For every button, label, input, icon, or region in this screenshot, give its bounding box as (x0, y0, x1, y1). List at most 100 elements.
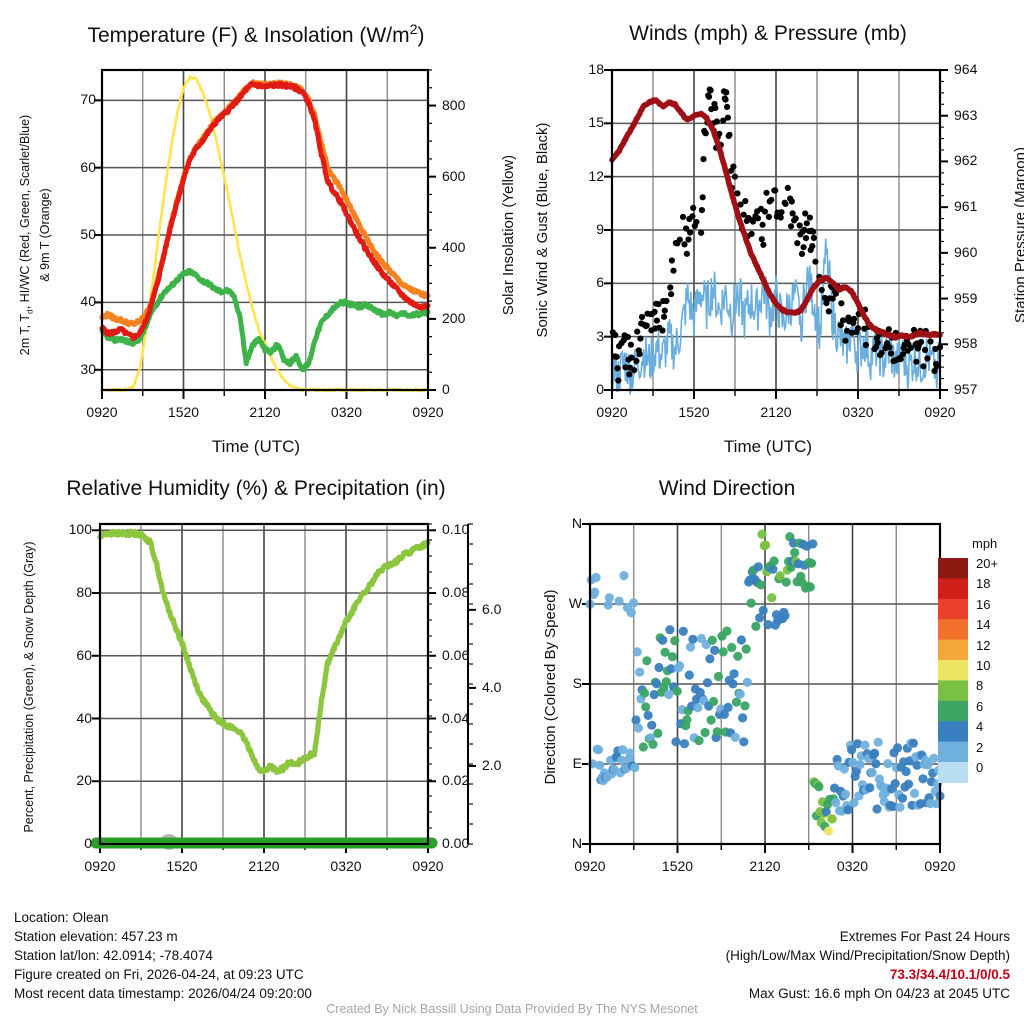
extremes-max-gust: Max Gust: 16.6 mph On 04/23 at 2045 UTC (748, 986, 1010, 1001)
ytick-pressure: 963 (954, 106, 978, 123)
xtick-time: 1520 (661, 858, 694, 874)
ytick-precipitation: 0.06 (442, 646, 470, 663)
ytick-humidity: 0 (84, 835, 92, 851)
ytick-wind: 9 (596, 221, 604, 237)
xtick-time: 0920 (412, 404, 444, 420)
info-timestamp: Most recent data timestamp: 2026/04/24 0… (14, 986, 312, 1001)
ytick-precipitation: 0.04 (442, 709, 470, 726)
plot-area-humidity (90, 522, 476, 853)
colorbar-label: 10 (976, 658, 991, 673)
colorbar-label: 18 (976, 576, 991, 592)
ytick-insolation: 400 (442, 238, 466, 255)
colorbar-label: 2 (976, 739, 984, 755)
xtick-time: 0920 (574, 858, 606, 874)
colorbar-label: 6 (976, 698, 984, 714)
ytick-pressure: 964 (954, 61, 978, 77)
ytick-wind: 6 (596, 274, 604, 291)
chart-title-winds: Winds (mph) & Pressure (mb) (629, 22, 907, 45)
colorbar-swatches (938, 558, 968, 783)
xaxis-label-time-1: Time (UTC) (211, 437, 301, 456)
ytick-insolation: 800 (442, 96, 466, 113)
colorbar-label: 16 (976, 596, 991, 612)
xtick-time: 0320 (330, 858, 362, 874)
xtick-time: 0920 (596, 404, 628, 420)
ytick-direction: S (572, 675, 582, 691)
extremes-heading: Extremes For Past 24 Hours (839, 929, 1010, 944)
ytick-insolation: 0 (442, 381, 450, 397)
ytick-direction: W (568, 595, 582, 611)
ytick-precipitation: 0.10 (442, 521, 470, 538)
chart-humidity-precipitation: Relative Humidity (%) & Precipitation (i… (0, 462, 512, 904)
extremes-subheading: (High/Low/Max Wind/Precipitation/Snow De… (725, 948, 1010, 963)
ytick-humidity: 80 (76, 584, 92, 601)
ytick-insolation: 600 (442, 167, 466, 184)
xtick-time: 1520 (167, 404, 200, 420)
colorbar-label: 8 (976, 678, 984, 694)
ytick-humidity: 20 (76, 772, 92, 789)
ytick-pressure: 958 (954, 335, 978, 352)
station-info-block: Location: Olean Station elevation: 457.2… (14, 908, 312, 1003)
xtick-time: 2120 (248, 858, 280, 874)
xtick-time: 0320 (836, 858, 869, 874)
ytick-pressure: 959 (954, 289, 978, 306)
ytick-wind: 0 (596, 381, 604, 397)
xtick-time: 0320 (330, 404, 363, 420)
extremes-block: Extremes For Past 24 Hours (High/Low/Max… (726, 927, 1010, 1003)
xtick-time: 0920 (84, 858, 116, 874)
ytick-temperature: 30 (80, 360, 96, 377)
xtick-time: 2120 (749, 858, 781, 874)
xtick-time: 2120 (249, 404, 281, 420)
ytick-temperature: 40 (80, 293, 96, 310)
ytick-humidity: 40 (76, 709, 92, 726)
info-elevation: Station elevation: 457.23 m (14, 929, 178, 944)
ytick-insolation: 200 (442, 309, 466, 326)
ytick-precipitation: 0.08 (442, 584, 470, 601)
ytick-snow-depth: 2.0 (482, 756, 502, 773)
ytick-temperature: 60 (80, 158, 96, 175)
xtick-time: 1520 (678, 404, 710, 420)
ytick-humidity: 100 (68, 521, 92, 538)
ytick-pressure: 957 (954, 381, 978, 397)
colorbar-label: 12 (976, 637, 991, 653)
ytick-direction: N (571, 515, 582, 531)
xtick-time: 2120 (760, 404, 792, 420)
xaxis-label-time-2: Time (UTC) (723, 437, 813, 456)
plot-area-wind-direction (582, 522, 945, 853)
info-created: Figure created on Fri, 2026-04-24, at 09… (14, 967, 304, 982)
ytick-direction: N (571, 835, 582, 851)
ytick-temperature: 50 (80, 226, 96, 243)
ytick-direction: E (572, 755, 582, 771)
plot-area-temperature (94, 68, 436, 399)
chart-title-humidity: Relative Humidity (%) & Precipitation (i… (66, 477, 446, 500)
ytick-precipitation: 0.02 (442, 772, 470, 789)
xtick-time: 1520 (166, 858, 198, 874)
xtick-time: 0320 (842, 404, 874, 420)
info-latlon: Station lat/lon: 42.0914; -78.4074 (14, 948, 213, 963)
info-location: Location: Olean (14, 910, 109, 925)
ytick-pressure: 961 (954, 198, 978, 215)
figure-credit: Created By Nick Bassill Using Data Provi… (326, 1002, 698, 1016)
ytick-humidity: 60 (76, 646, 92, 663)
xtick-time: 0920 (412, 858, 444, 874)
xtick-time: 0920 (86, 404, 118, 420)
chart-title-temperature: Temperature (F) & Insolation (W/m2) (87, 22, 425, 47)
ytick-temperature: 70 (80, 91, 96, 108)
ytick-wind: 3 (596, 327, 604, 344)
ytick-wind: 15 (588, 114, 604, 131)
ytick-pressure: 960 (954, 243, 978, 260)
colorbar-label: 14 (976, 617, 991, 633)
chart-temperature-insolation: Temperature (F) & Insolation (W/m2) 2m T… (0, 0, 517, 462)
colorbar-label: 4 (976, 719, 984, 735)
ytick-snow-depth: 4.0 (482, 678, 502, 695)
chart-winds-pressure: Winds (mph) & Pressure (mb) Sonic Wind &… (512, 0, 1024, 462)
xtick-time: 0920 (924, 404, 956, 420)
colorbar-label: 0 (976, 760, 984, 775)
colorbar-label: 20+ (976, 556, 999, 571)
chart-title-wind-direction: Wind Direction (658, 477, 796, 500)
ytick-wind: 12 (588, 167, 604, 184)
ytick-wind: 18 (588, 61, 604, 77)
colorbar-title: mph (972, 536, 998, 551)
ytick-precipitation: 0.00 (442, 835, 470, 851)
extremes-values: 73.3/34.4/10.1/0/0.5 (889, 967, 1010, 982)
plot-area-winds (604, 68, 948, 399)
